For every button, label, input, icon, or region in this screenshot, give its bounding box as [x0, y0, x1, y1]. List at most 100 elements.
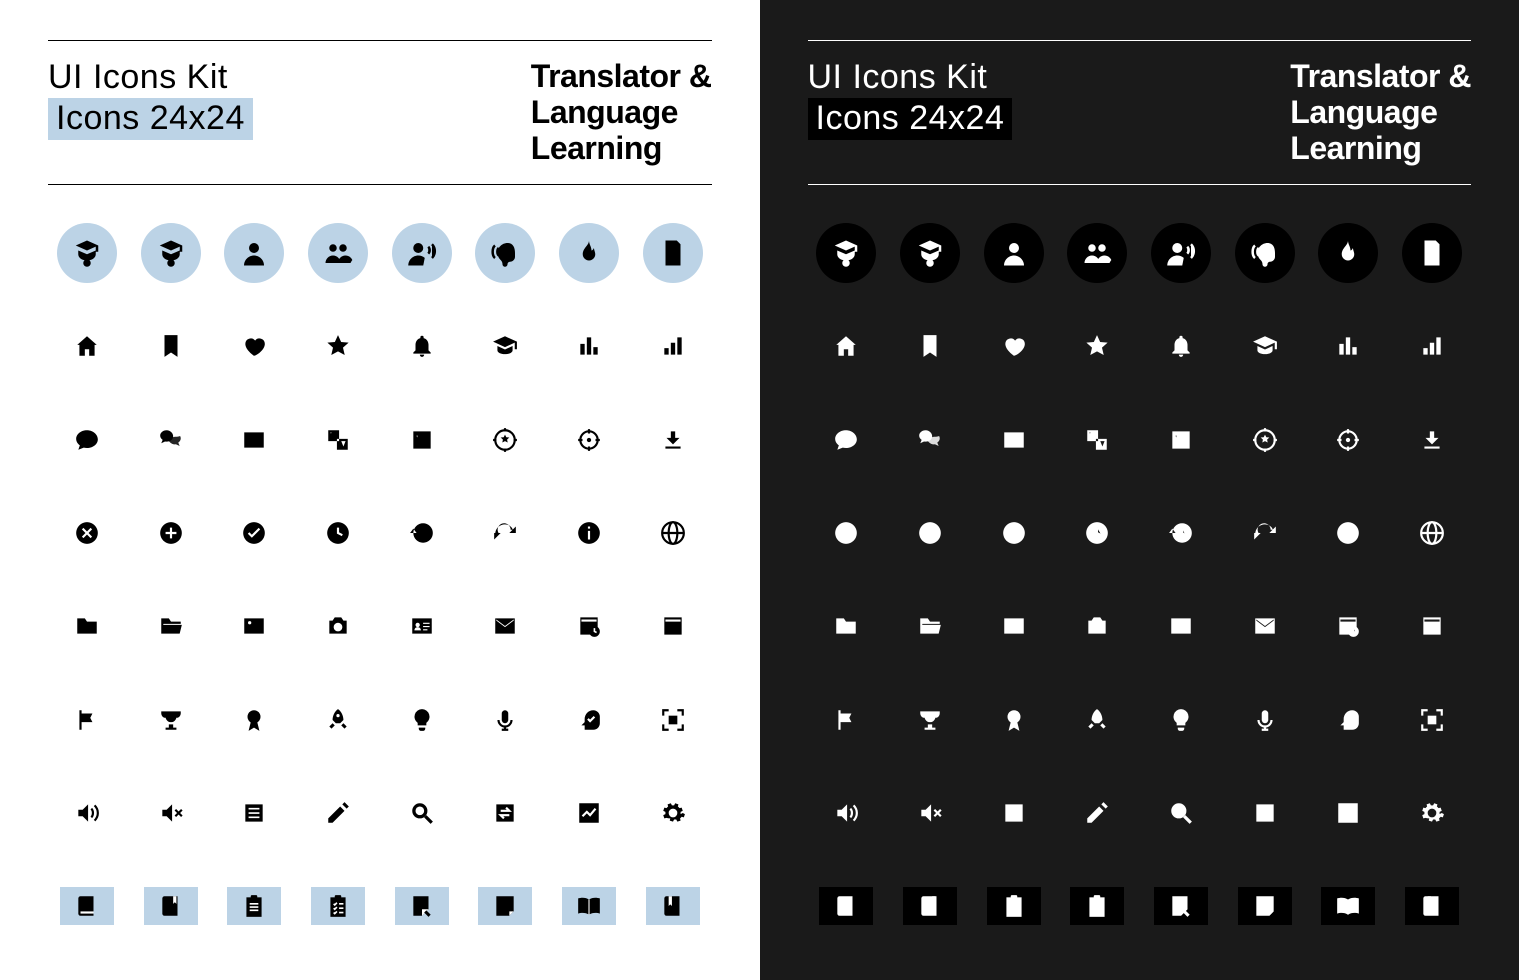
book-ribbon-icon: [1419, 893, 1445, 919]
checklist-icon: [325, 893, 351, 919]
icon-cell: [833, 520, 859, 546]
kit-sub: Icons 24x24: [808, 98, 1013, 139]
header: UI Icons Kit Icons 24x24 Translator & La…: [48, 59, 712, 166]
target-star-icon: [1252, 427, 1278, 453]
list-icon: [1001, 800, 1027, 826]
rule-top: [808, 40, 1472, 41]
icon-cell: [576, 427, 602, 453]
bookmark-icon: [917, 333, 943, 359]
stripe: [646, 887, 700, 925]
icon-cell: [492, 613, 518, 639]
icon-cell: [325, 427, 351, 453]
icon-cell: [74, 520, 100, 546]
icon-cell: [74, 333, 100, 359]
listen-icon: [490, 238, 520, 268]
icon-cell: [144, 887, 198, 925]
flag-icon: [833, 707, 859, 733]
bars-icon: [1335, 333, 1361, 359]
stripe: [819, 887, 873, 925]
icon-cell: [241, 520, 267, 546]
icon-cell: [1001, 707, 1027, 733]
icon-cell: [1419, 707, 1445, 733]
icon-cell: [917, 800, 943, 826]
download-icon: [660, 427, 686, 453]
icon-cell: [409, 613, 435, 639]
checklist-icon: [1084, 893, 1110, 919]
icon-cell: [1335, 707, 1361, 733]
graduation-cap-icon: [492, 333, 518, 359]
volume-mute-icon: [158, 800, 184, 826]
icon-cell: [643, 223, 703, 283]
bars-asc-icon: [1419, 333, 1445, 359]
check-circle-icon: [241, 520, 267, 546]
gear-icon: [660, 800, 686, 826]
icon-cell: [1335, 613, 1361, 639]
icon-cell: [576, 707, 602, 733]
home-icon: [833, 333, 859, 359]
icon-cell: [158, 707, 184, 733]
plus-circle-icon: [917, 520, 943, 546]
icon-cell: [492, 707, 518, 733]
icon-cell: [158, 613, 184, 639]
icon-cell: [241, 333, 267, 359]
circle: [1318, 223, 1378, 283]
listen-icon: [1250, 238, 1280, 268]
icon-cell: [478, 887, 532, 925]
stripe: [903, 887, 957, 925]
refresh-icon: [492, 520, 518, 546]
icon-cell: [833, 333, 859, 359]
stripe: [311, 887, 365, 925]
swap-icon: [492, 800, 518, 826]
icon-cell: [325, 707, 351, 733]
graduate-icon: [831, 238, 861, 268]
flag-icon: [74, 707, 100, 733]
icon-cell: [1252, 520, 1278, 546]
check-circle-icon: [1001, 520, 1027, 546]
icon-cell: [1168, 613, 1194, 639]
icon-cell: [917, 427, 943, 453]
stripe: [987, 887, 1041, 925]
dictionary-icon: [1168, 427, 1194, 453]
trophy-icon: [158, 707, 184, 733]
globe-icon: [1419, 520, 1445, 546]
bell-icon: [409, 333, 435, 359]
book-bookmark-icon: [158, 893, 184, 919]
icon-cell: [325, 520, 351, 546]
search-icon: [409, 800, 435, 826]
chat-icon: [74, 427, 100, 453]
translate-icon: [325, 427, 351, 453]
stripe: [562, 887, 616, 925]
icon-cell: [224, 223, 284, 283]
icon-cell: [576, 520, 602, 546]
stripe: [60, 887, 114, 925]
gear-icon: [1419, 800, 1445, 826]
icon-cell: [576, 333, 602, 359]
icon-cell: [1318, 223, 1378, 283]
icon-cell: [492, 427, 518, 453]
icon-cell: [1252, 613, 1278, 639]
icon-cell: [409, 800, 435, 826]
circle: [1235, 223, 1295, 283]
focus-icon: [1419, 707, 1445, 733]
icon-cell: [559, 223, 619, 283]
icon-cell: [141, 223, 201, 283]
calendar-icon: [660, 613, 686, 639]
stripe: [1405, 887, 1459, 925]
title-right: Translator & Language Learning: [531, 59, 712, 166]
icon-cell: [1001, 800, 1027, 826]
circle: [308, 223, 368, 283]
document-icon: [1417, 238, 1447, 268]
subtitles-icon: [1001, 427, 1027, 453]
circle: [816, 223, 876, 283]
icon-cell: [395, 887, 449, 925]
home-icon: [74, 333, 100, 359]
icon-cell: [74, 800, 100, 826]
volume-icon: [74, 800, 100, 826]
plus-circle-icon: [158, 520, 184, 546]
icon-cell: [646, 887, 700, 925]
icon-cell: [1335, 333, 1361, 359]
icon-cell: [1001, 333, 1027, 359]
icon-cell: [241, 707, 267, 733]
clipboard-icon: [1001, 893, 1027, 919]
stripe: [478, 887, 532, 925]
